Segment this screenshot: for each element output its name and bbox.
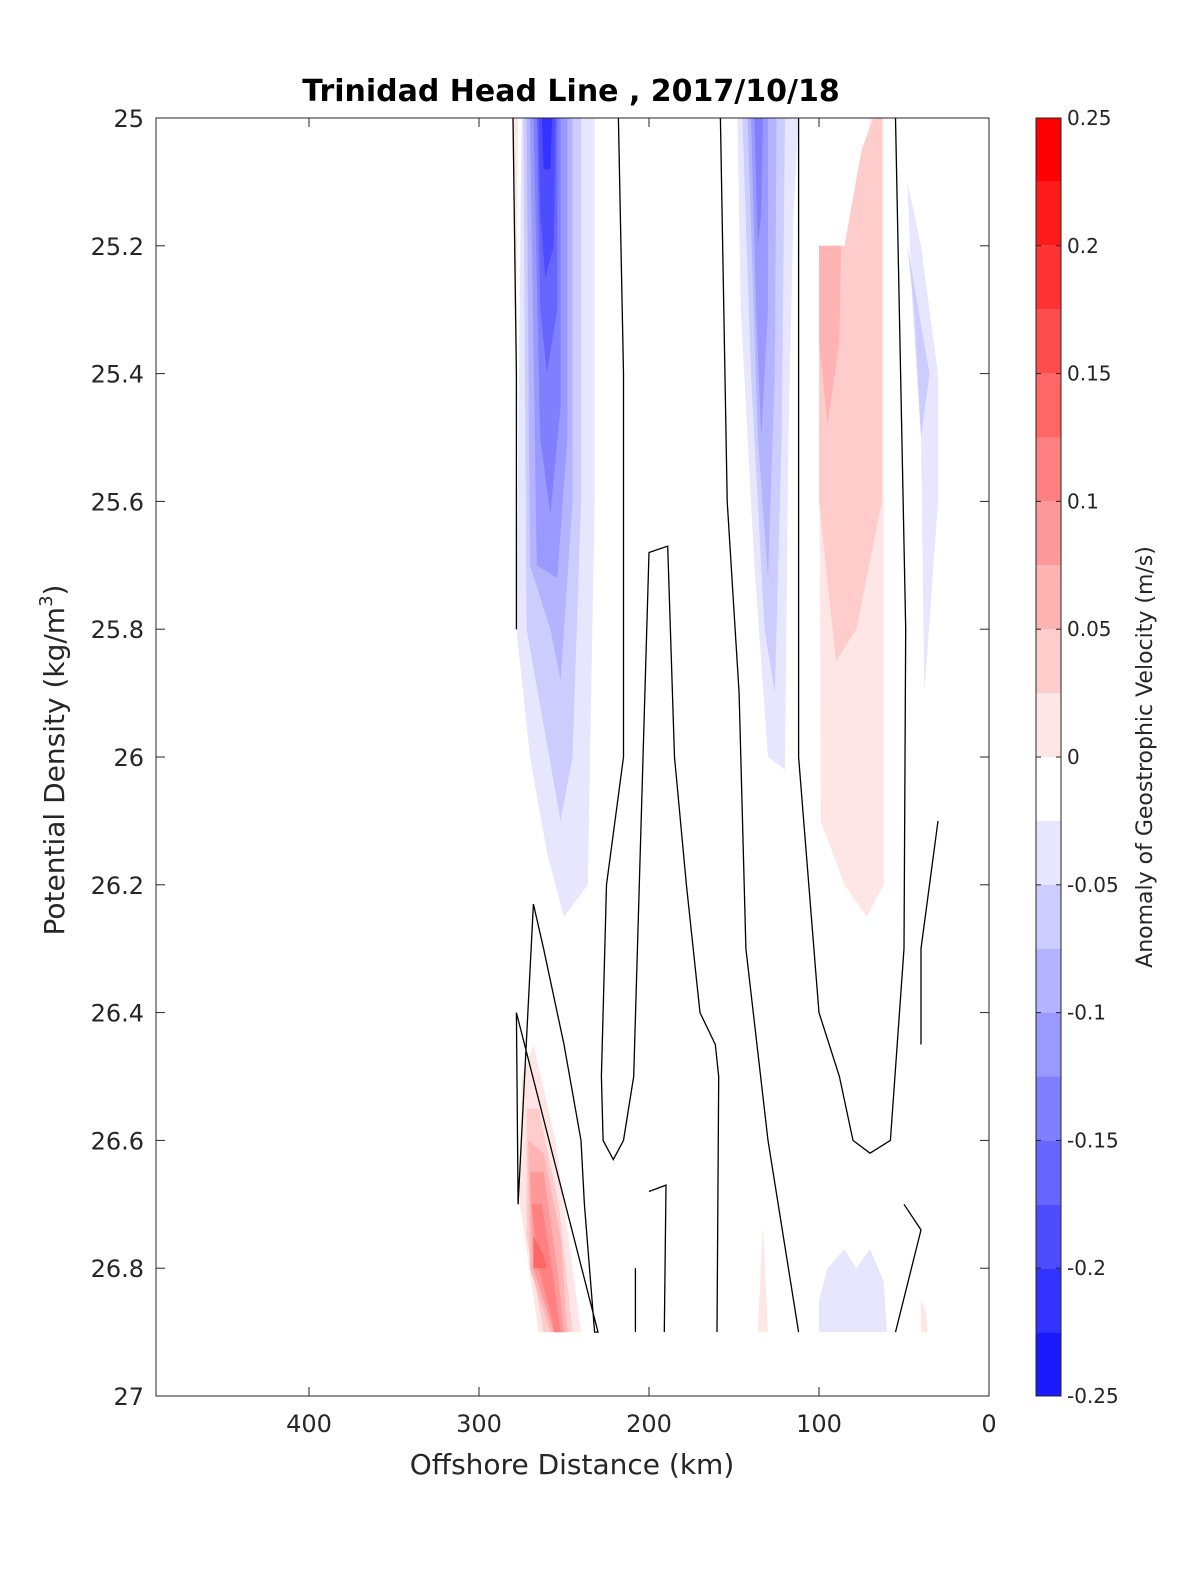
colorbar-tick-label: 0.1 <box>1067 489 1099 513</box>
offshore-jet-blue-7 <box>538 118 556 278</box>
y-tick-label: 26.8 <box>91 1255 144 1283</box>
colorbar-level <box>1036 1076 1061 1141</box>
colorbar-level <box>1036 501 1061 566</box>
y-tick-label: 26.6 <box>91 1127 144 1155</box>
zero-contour-3 <box>719 117 800 1333</box>
colorbar-level <box>1036 309 1061 374</box>
colorbar-level <box>1036 1268 1061 1333</box>
x-axis: 400 300 200 100 0 <box>286 118 997 1438</box>
inshore-blue-1 <box>900 150 938 694</box>
x-tick-label: 0 <box>981 1410 996 1438</box>
colorbar-level <box>1036 629 1061 694</box>
y-axis-title-superscript: 3 <box>36 595 57 606</box>
colorbar-level <box>1036 565 1061 630</box>
x-tick-label: 400 <box>286 1410 332 1438</box>
filled-contours <box>513 118 938 1333</box>
colorbar-level <box>1036 437 1061 502</box>
colorbar-level <box>1036 948 1061 1013</box>
colorbar-tick-label: 0.25 <box>1067 106 1112 130</box>
zero-contour-6 <box>648 1184 667 1333</box>
colorbar-tick-label: 0.15 <box>1067 362 1112 386</box>
y-tick-label: 25.6 <box>91 488 144 516</box>
y-tick-label: 26.4 <box>91 1000 144 1028</box>
y-tick-label: 25 <box>113 105 144 133</box>
x-tick-label: 100 <box>796 1410 842 1438</box>
colorbar-tick-label: -0.25 <box>1067 1384 1119 1408</box>
zero-contour-2 <box>600 117 720 1333</box>
midshelf-blue-5 <box>754 118 763 246</box>
offshore-jet-blue-8 <box>541 118 553 170</box>
deep-red-7 <box>547 1268 558 1333</box>
y-tick-label: 26.2 <box>91 872 144 900</box>
y-axis-title: Potential Density (kg/m3) <box>36 585 71 936</box>
colorbar-level <box>1036 1140 1061 1205</box>
colorbar-level <box>1036 1012 1061 1077</box>
colorbar-level <box>1036 693 1061 757</box>
y-tick-label: 26 <box>113 744 144 772</box>
colorbar-tick-label: 0 <box>1067 745 1080 769</box>
deep-blue-patch <box>819 1249 887 1333</box>
colorbar-tick-label: 0.2 <box>1067 234 1099 258</box>
colorbar-level <box>1036 757 1061 821</box>
zero-contour-4 <box>797 117 907 1154</box>
zero-contour-1 <box>512 117 518 630</box>
colorbar-tick-label: -0.1 <box>1067 1001 1106 1025</box>
colorbar-title: Anomaly of Geostrophic Velocity (m/s) <box>1133 546 1158 968</box>
zero-contour-8 <box>894 1203 922 1333</box>
colorbar-level <box>1036 1204 1061 1269</box>
midshelf-red-3 <box>819 245 842 425</box>
colorbar-level <box>1036 245 1061 310</box>
colorbar-level <box>1036 373 1061 438</box>
deep-red-sliver-2 <box>921 1300 928 1333</box>
zero-contour-5 <box>515 903 599 1333</box>
colorbar-level <box>1036 118 1061 182</box>
chart-title: Trinidad Head Line , 2017/10/18 <box>302 74 839 109</box>
contour-lines <box>512 117 939 1333</box>
midshelf-blue-4 <box>751 118 768 438</box>
colorbar-level <box>1036 181 1061 246</box>
colorbar-level <box>1036 1332 1061 1396</box>
y-axis: 25 25.2 25.4 25.6 25.8 26 26.2 26.4 26.6 26.8 27 <box>91 105 989 1411</box>
colorbar-tick-label: -0.2 <box>1067 1256 1106 1280</box>
colorbar-level <box>1036 820 1061 885</box>
y-tick-label: 27 <box>113 1383 144 1411</box>
deep-red-sliver-1 <box>757 1223 768 1333</box>
colorbar: 0.25 0.2 0.15 0.1 0.05 0 -0.05 -0.1 -0.15 -0.2 -0.… <box>1035 106 1119 1408</box>
x-tick-label: 300 <box>456 1410 502 1438</box>
zero-contour-9 <box>920 820 939 1045</box>
plot-area: 400 300 200 100 0 25 25.2 25.4 25.6 25.8 26 26.2 26… <box>91 105 997 1438</box>
colorbar-level <box>1036 884 1061 949</box>
colorbar-tick-label: -0.05 <box>1067 873 1119 897</box>
x-axis-title: Offshore Distance (km) <box>410 1448 735 1481</box>
y-axis-title-end: ) <box>38 585 71 596</box>
deep-red-6 <box>533 1236 547 1269</box>
x-tick-label: 200 <box>626 1410 672 1438</box>
y-axis-title-main: Potential Density (kg/m <box>38 607 71 936</box>
colorbar-tick-label: -0.15 <box>1067 1128 1119 1152</box>
y-tick-label: 25.4 <box>91 361 144 389</box>
y-tick-label: 25.8 <box>91 616 144 644</box>
inshore-blue-2 <box>907 245 930 438</box>
colorbar-tick-label: 0.05 <box>1067 617 1112 641</box>
y-tick-label: 25.2 <box>91 233 144 261</box>
